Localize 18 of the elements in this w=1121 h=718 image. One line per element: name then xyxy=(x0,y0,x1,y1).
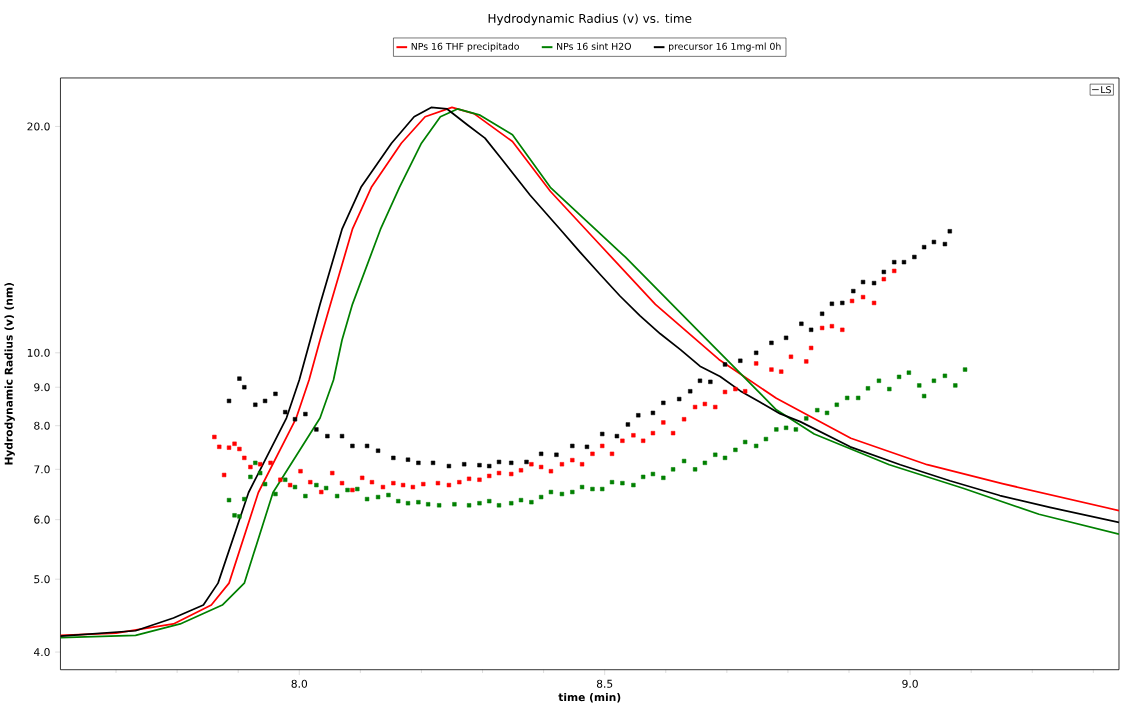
legend-label: precursor 16 1mg-ml 0h xyxy=(669,42,781,52)
y-tick-label: 4.0 xyxy=(33,648,50,657)
y-tick-label: 10.0 xyxy=(27,348,50,357)
y-tick-label: 6.0 xyxy=(34,515,50,524)
annotation: LS xyxy=(1101,86,1111,94)
y-axis-title: Hydrodynamic Radius (v) (nm) xyxy=(4,283,15,465)
y-tick-label: 8.0 xyxy=(34,421,50,430)
y-tick-label: 9.0 xyxy=(34,383,50,392)
x-tick-label: 8.5 xyxy=(596,679,613,688)
x-axis-title: time (min) xyxy=(558,693,621,703)
x-tick-label: 8.0 xyxy=(291,679,308,688)
x-tick-label: 9.0 xyxy=(902,679,918,688)
legend-label: NPs 16 sint H2O xyxy=(557,42,631,50)
y-tick-label: 20.0 xyxy=(27,122,50,131)
legend-label: NPs 16 THF precipitado xyxy=(411,42,519,52)
y-tick-label: 7.0 xyxy=(34,465,50,474)
chart-title: Hydrodynamic Radius (v) vs. time xyxy=(488,13,692,26)
y-tick-label: 5.0 xyxy=(34,575,50,584)
